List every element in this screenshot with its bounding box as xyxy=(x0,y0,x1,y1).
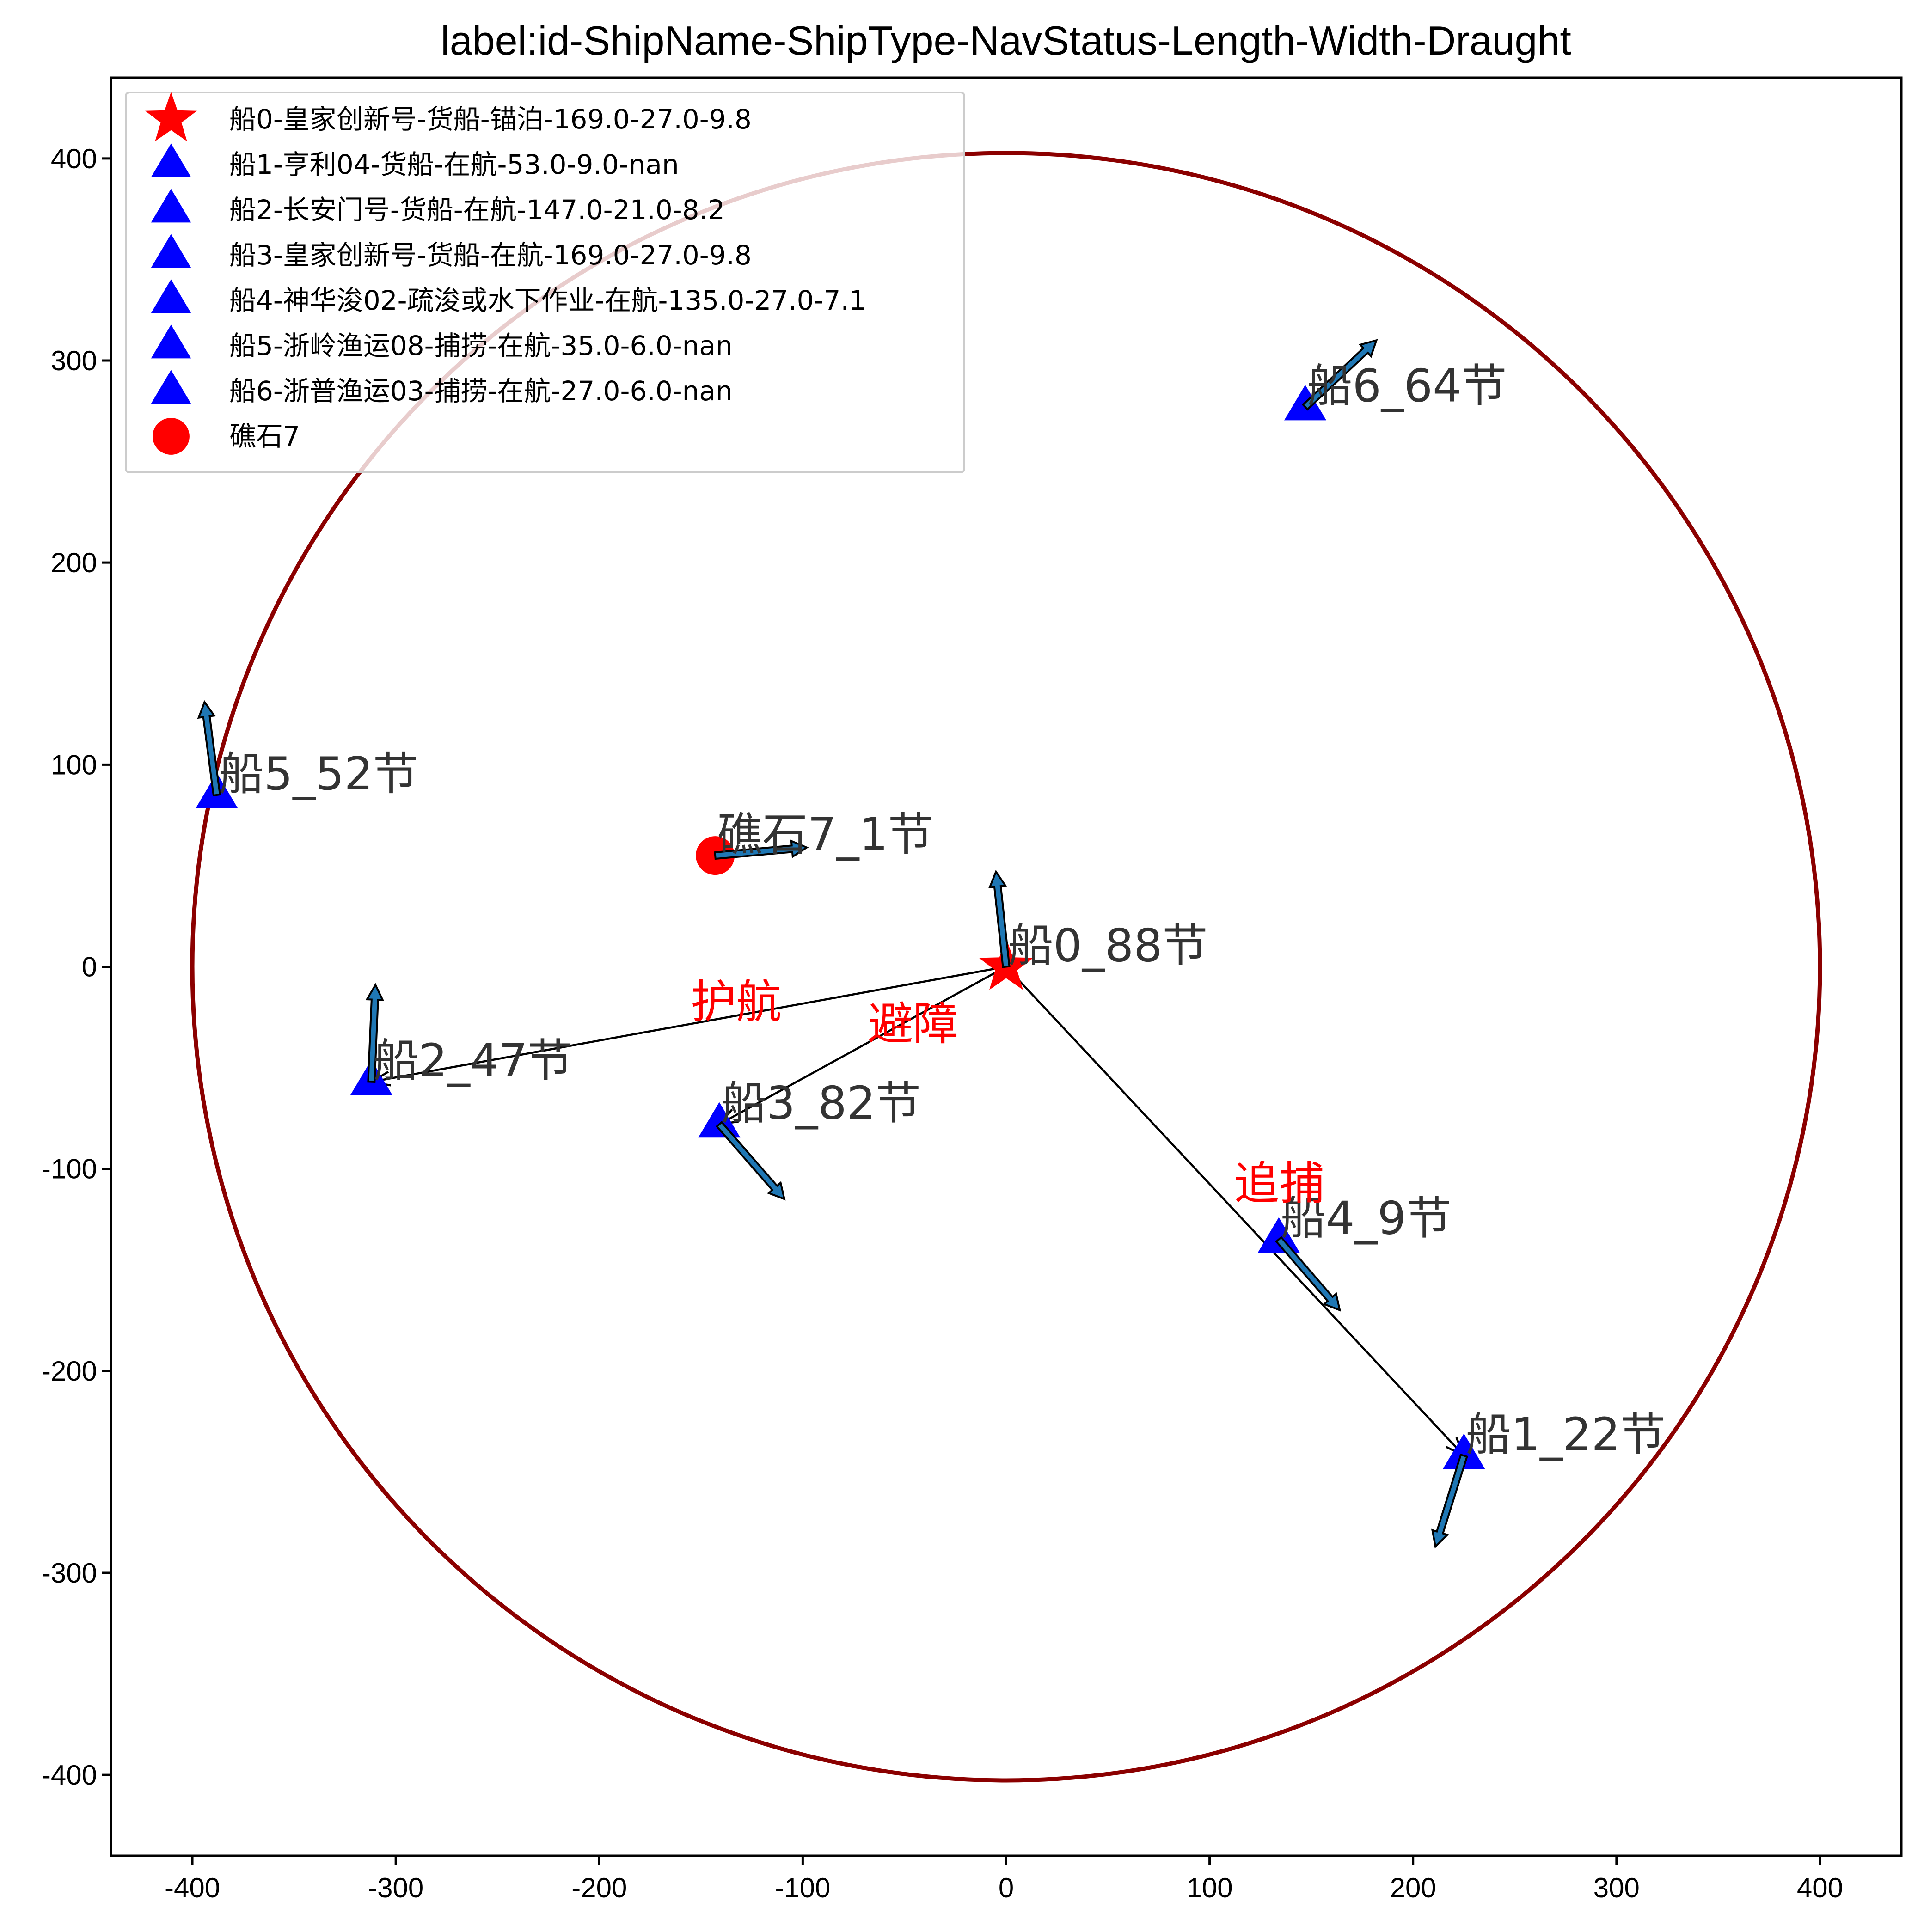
x-tick-label: 400 xyxy=(1797,1872,1843,1903)
reef7-label: 礁石7_1节 xyxy=(717,808,933,861)
ship1-heading-arrow xyxy=(1431,1453,1468,1549)
legend-entry-label: 船4-神华浚02-疏浚或水下作业-在航-135.0-27.0-7.1 xyxy=(229,285,866,316)
y-tick-label: -400 xyxy=(42,1760,97,1791)
legend-entry-label: 礁石7 xyxy=(229,421,300,452)
x-tick-label: -400 xyxy=(165,1872,220,1903)
x-tick-label: 100 xyxy=(1187,1872,1233,1903)
legend-entry-label: 船2-长安门号-货船-在航-147.0-21.0-8.2 xyxy=(229,194,725,226)
y-tick-label: 200 xyxy=(51,547,97,578)
x-tick-label: -100 xyxy=(775,1872,830,1903)
ship6-heading-arrow xyxy=(1301,339,1378,411)
y-tick-label: 300 xyxy=(51,345,97,376)
legend-marker xyxy=(151,189,191,223)
legend-entry-label: 船1-亨利04-货船-在航-53.0-9.0-nan xyxy=(229,149,679,180)
legend-marker xyxy=(145,92,197,141)
ship3-heading-arrow xyxy=(715,1121,786,1201)
ship6-label: 船6_64节 xyxy=(1307,360,1507,413)
relation-label: 追捕 xyxy=(1234,1157,1324,1210)
x-tick-label: 300 xyxy=(1593,1872,1640,1903)
legend-marker xyxy=(151,370,191,404)
legend-marker xyxy=(151,234,191,268)
relation-arrow xyxy=(371,966,1006,1083)
relation-label: 避障 xyxy=(868,998,958,1051)
x-tick-label: -200 xyxy=(571,1872,627,1903)
y-tick-label: -100 xyxy=(42,1154,97,1185)
relation-arrow xyxy=(718,966,1007,1125)
relation-label: 护航 xyxy=(691,976,781,1028)
ship3-label: 船3_82节 xyxy=(721,1077,921,1130)
ship3-marker xyxy=(698,1102,741,1138)
legend-entry-label: 船0-皇家创新号-货船-锚泊-169.0-27.0-9.8 xyxy=(229,104,752,135)
legend: 船0-皇家创新号-货船-锚泊-169.0-27.0-9.8 船1-亨利04-货船-… xyxy=(125,92,965,473)
relation-arrow xyxy=(1005,966,1465,1456)
legend-entry-label: 船3-皇家创新号-货船-在航-169.0-27.0-9.8 xyxy=(229,239,752,271)
range-circle xyxy=(190,151,1822,1783)
ship4-label: 船4_9节 xyxy=(1281,1192,1452,1245)
ship1-marker xyxy=(1443,1433,1485,1469)
ship4-marker xyxy=(1257,1217,1300,1253)
x-tick-label: 0 xyxy=(999,1872,1014,1903)
ship4-heading-arrow xyxy=(1275,1236,1342,1312)
y-tick-label: -300 xyxy=(42,1558,97,1589)
legend-entry-label: 船6-浙普渔运03-捕捞-在航-27.0-6.0-nan xyxy=(229,375,733,407)
ship5-label: 船5_52节 xyxy=(219,748,418,801)
ship0-heading-arrow xyxy=(988,869,1011,968)
y-tick-label: 0 xyxy=(82,952,97,983)
x-tick-label: 200 xyxy=(1390,1872,1436,1903)
x-axis: -400 -300 -200 -100 0 100 200 300 400 xyxy=(165,1856,1843,1903)
ship2-heading-arrow xyxy=(365,983,385,1083)
chart-title: label:id-ShipName-ShipType-NavStatus-Len… xyxy=(441,18,1571,63)
legend-marker xyxy=(151,143,191,177)
y-tick-label: 100 xyxy=(51,749,97,780)
x-tick-label: -300 xyxy=(368,1872,423,1903)
y-axis: -400 -300 -200 -100 0 100 200 300 400 xyxy=(42,143,111,1791)
ship0-label: 船0_88节 xyxy=(1008,920,1208,972)
reef7-heading-arrow xyxy=(714,839,809,860)
ship2-label: 船2_47节 xyxy=(373,1035,573,1088)
legend-box xyxy=(125,92,965,473)
ship5-heading-arrow xyxy=(197,700,221,797)
legend-marker xyxy=(151,279,191,313)
legend-marker xyxy=(151,324,191,359)
y-tick-label: 400 xyxy=(51,143,97,174)
y-tick-label: -200 xyxy=(42,1356,97,1387)
legend-entry-label: 船5-浙岭渔运08-捕捞-在航-35.0-6.0-nan xyxy=(229,330,733,361)
ship1-label: 船1_22节 xyxy=(1466,1408,1666,1461)
legend-marker xyxy=(153,418,190,455)
